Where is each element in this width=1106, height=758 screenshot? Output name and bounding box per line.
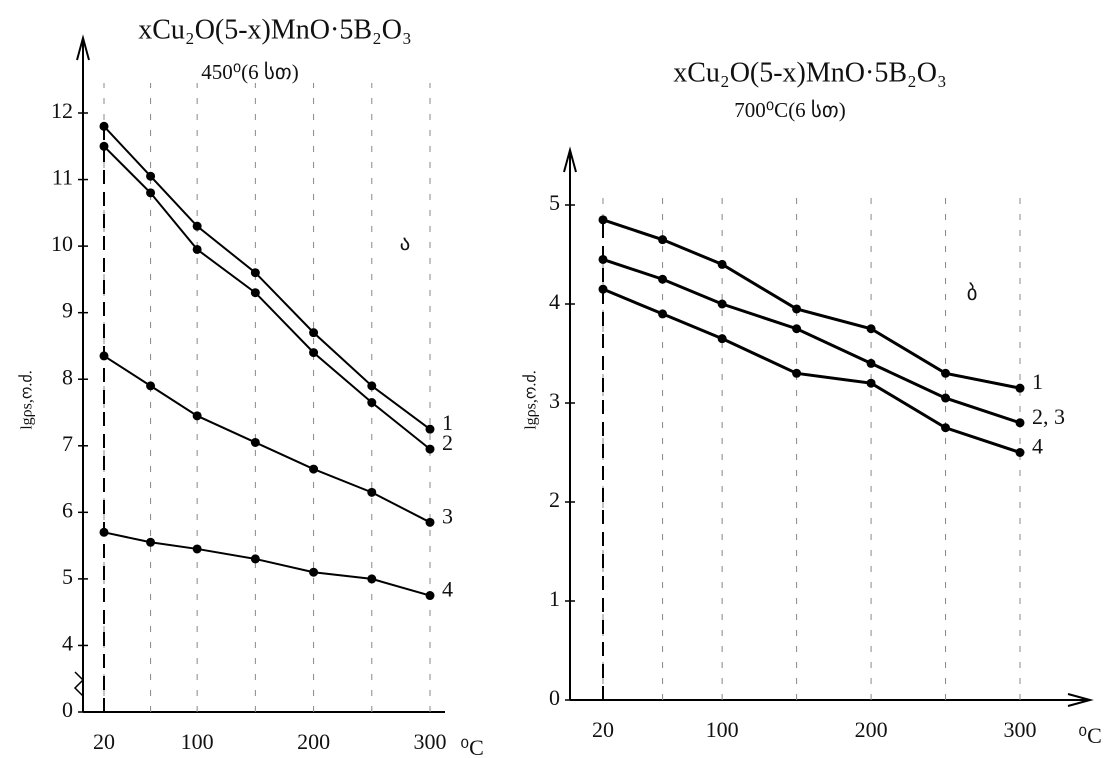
y-tick-label: 1 [549, 586, 560, 611]
x-tick-label: 100 [181, 729, 214, 754]
chart-subtitle: 700⁰C(6 სთ) [734, 98, 845, 122]
data-point [192, 544, 202, 554]
data-point [866, 324, 876, 334]
series-label: 3 [442, 503, 453, 528]
data-point [598, 215, 608, 225]
y-tick-label: 3 [549, 388, 560, 413]
y-tick-label: 11 [52, 165, 73, 190]
axis-break [73, 671, 85, 697]
data-point [192, 221, 202, 231]
x-tick-label: 300 [1004, 717, 1037, 742]
data-point [250, 268, 260, 278]
data-point [792, 368, 802, 378]
data-point [99, 141, 109, 151]
data-point [941, 423, 951, 433]
data-point [367, 574, 377, 584]
x-tick-label: 200 [855, 717, 888, 742]
data-point [866, 378, 876, 388]
y-tick-label: 2 [549, 487, 560, 512]
data-point [309, 348, 319, 358]
data-point [146, 537, 156, 547]
data-point [367, 398, 377, 408]
data-point [1015, 383, 1025, 393]
data-point [598, 254, 608, 264]
y-tick-label: 5 [549, 190, 560, 215]
data-point [309, 464, 319, 474]
x-tick-label: 200 [297, 729, 330, 754]
series-label: 1 [442, 410, 453, 435]
data-point [425, 424, 435, 434]
y-axis-arrow [563, 146, 577, 173]
data-point [941, 393, 951, 403]
data-point [309, 567, 319, 577]
chart-title: xCu₂O(5-x)MnO·5B₂O₃ [138, 14, 412, 45]
data-point [250, 288, 260, 298]
data-point [99, 527, 109, 537]
data-point [425, 444, 435, 454]
data-point [1015, 418, 1025, 428]
series-label: 4 [442, 577, 453, 602]
data-point [192, 411, 202, 421]
x-axis-arrow [1067, 693, 1094, 707]
x-tick-label: 100 [706, 717, 739, 742]
y-tick-label: 4 [549, 289, 560, 314]
data-point [99, 351, 109, 361]
data-point [146, 171, 156, 181]
y-tick-label: 10 [51, 231, 73, 256]
y-tick-label: 8 [62, 364, 73, 389]
y-tick-label: 7 [62, 431, 73, 456]
data-point [941, 368, 951, 378]
data-point [658, 274, 668, 284]
data-point [1015, 448, 1025, 457]
chart-subtitle: 450⁰(6 სთ) [201, 60, 298, 84]
data-point [367, 381, 377, 391]
series-line [103, 355, 431, 524]
data-point [792, 324, 802, 334]
y-tick-label: 9 [62, 298, 73, 323]
data-point [717, 299, 727, 309]
x-axis-label: ⁰C [460, 735, 484, 758]
annotation: ბ [967, 281, 978, 305]
series-label: 1 [1032, 369, 1043, 394]
x-axis-label: ⁰C [1078, 723, 1102, 748]
data-point [367, 487, 377, 497]
y-axis-label: lgρs,ო.ძ. [522, 370, 540, 430]
data-point [425, 591, 435, 601]
data-point [717, 259, 727, 269]
data-point [866, 358, 876, 368]
y-tick-label: 12 [51, 98, 73, 123]
y-tick-label: 5 [62, 564, 73, 589]
data-point [658, 235, 668, 245]
data-point [658, 309, 668, 319]
data-point [792, 304, 802, 314]
data-point [192, 244, 202, 254]
series-line [602, 218, 1021, 390]
y-tick-label: 0 [62, 697, 73, 722]
series-label: 4 [1032, 434, 1043, 459]
x-tick-label: 20 [592, 717, 614, 742]
y-tick-label: 4 [62, 630, 73, 655]
annotation: ა [400, 231, 411, 255]
data-point [146, 381, 156, 391]
y-tick-label: 0 [549, 685, 560, 710]
x-tick-label: 300 [414, 729, 447, 754]
data-point [146, 188, 156, 198]
data-point [250, 554, 260, 564]
y-axis-label: lgρs,ო.ძ. [18, 370, 36, 430]
x-tick-label: 20 [93, 729, 115, 754]
data-point [99, 121, 109, 131]
data-point [309, 328, 319, 338]
series-line [602, 258, 1021, 425]
series-label: 2, 3 [1032, 404, 1065, 429]
data-point [425, 517, 435, 527]
series-label: 2 [442, 430, 453, 455]
data-point [717, 334, 727, 344]
y-tick-label: 6 [62, 497, 73, 522]
y-axis-arrow [76, 34, 90, 61]
chart-title: xCu₂O(5-x)MnO·5B₂O₃ [673, 57, 947, 88]
data-point [250, 437, 260, 447]
data-point [598, 284, 608, 294]
